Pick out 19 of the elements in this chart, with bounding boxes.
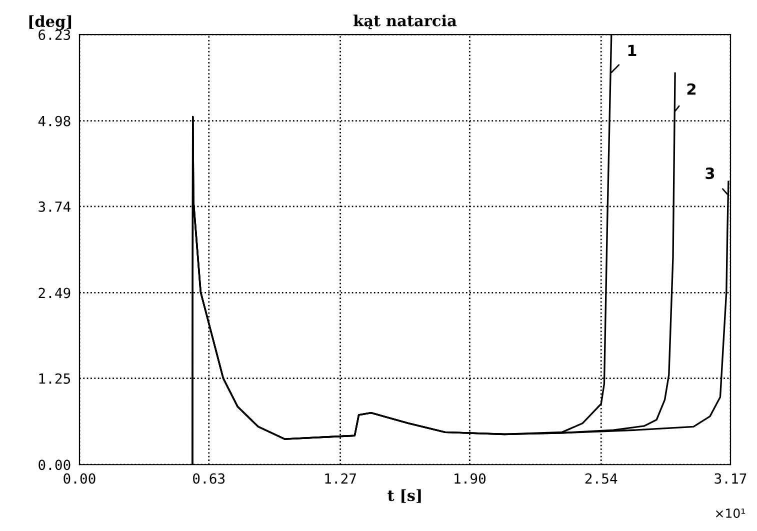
x-tick-label: 0.63 — [193, 473, 225, 484]
y-tick-label: 0.00 — [38, 460, 70, 470]
y-tick-label: 1.25 — [39, 373, 70, 384]
chart-title: kąt natarcia — [354, 14, 457, 30]
series-label: 3 — [706, 168, 714, 180]
x-tick-label: 1.27 — [325, 473, 356, 484]
y-tick-label: 3.74 — [38, 201, 70, 212]
series-label: 1 — [628, 44, 636, 56]
x-tick-label: 2.54 — [585, 473, 618, 484]
y-axis-title: [deg] — [29, 15, 72, 30]
y-tick-label: 4.98 — [38, 116, 70, 126]
x-tick-label: 1.90 — [454, 473, 486, 484]
y-tick-label: 2.49 — [38, 288, 70, 298]
x-axis-title: t [s] — [388, 489, 421, 503]
y-tick-label: 6.23 — [38, 30, 70, 40]
x-tick-label: 0.00 — [64, 473, 96, 484]
series-label: 2 — [687, 83, 696, 95]
text: ×10¹ — [716, 508, 745, 518]
x-tick-label: 3.17 — [714, 473, 746, 484]
